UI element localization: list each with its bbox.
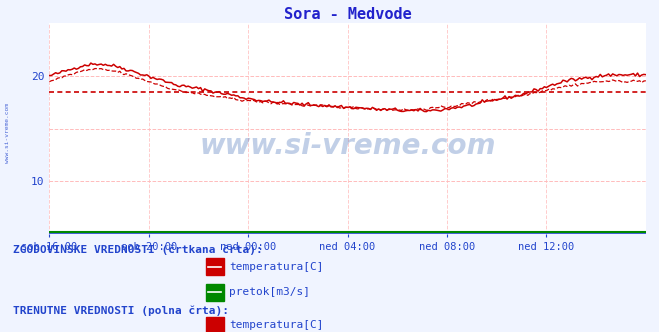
Text: www.si-vreme.com: www.si-vreme.com — [200, 131, 496, 159]
Bar — [206, 317, 224, 332]
Text: temperatura[C]: temperatura[C] — [229, 320, 324, 330]
Bar — [206, 284, 224, 301]
Text: www.si-vreme.com: www.si-vreme.com — [5, 103, 11, 163]
Title: Sora - Medvode: Sora - Medvode — [284, 7, 411, 22]
Text: TRENUTNE VREDNOSTI (polna črta):: TRENUTNE VREDNOSTI (polna črta): — [13, 305, 229, 316]
Text: pretok[m3/s]: pretok[m3/s] — [229, 287, 310, 297]
Text: ZGODOVINSKE VREDNOSTI (črtkana črta):: ZGODOVINSKE VREDNOSTI (črtkana črta): — [13, 245, 263, 255]
Text: temperatura[C]: temperatura[C] — [229, 262, 324, 272]
Bar — [206, 258, 224, 275]
